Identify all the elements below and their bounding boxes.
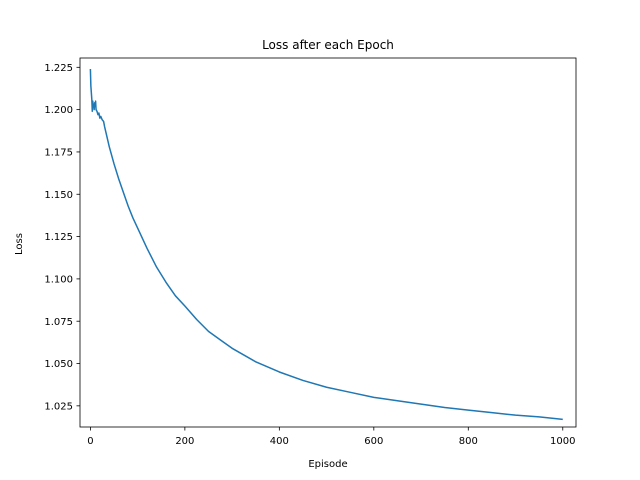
series-line-0 [89, 68, 563, 421]
y-tick-label: 1.125 [44, 232, 73, 243]
plot-frame [79, 57, 577, 428]
y-tick-label: 1.225 [44, 63, 73, 74]
y-tick-label: 1.150 [44, 190, 73, 201]
x-tick-label: 0 [87, 436, 93, 447]
y-tick-label: 1.025 [44, 401, 73, 412]
y-tick-label: 1.050 [44, 359, 73, 370]
x-axis-label: Episode [308, 459, 347, 470]
x-tick-label: 600 [364, 436, 383, 447]
y-tick-label: 1.200 [44, 105, 73, 116]
y-tick-label: 1.175 [44, 148, 73, 159]
y-axis-label: Loss [14, 233, 25, 255]
plot-area: 0 200 400 600 800 1000 1.025 1.050 1.075 1.100 1.1… [44, 57, 577, 447]
x-tick-label: 200 [175, 436, 194, 447]
x-tick-label: 400 [270, 436, 289, 447]
x-tick-label: 1000 [550, 436, 575, 447]
x-tick-label: 800 [459, 436, 478, 447]
y-tick-label: 1.075 [44, 317, 73, 328]
y-tick-label: 1.100 [44, 274, 73, 285]
chart-title: Loss after each Epoch [262, 38, 394, 52]
